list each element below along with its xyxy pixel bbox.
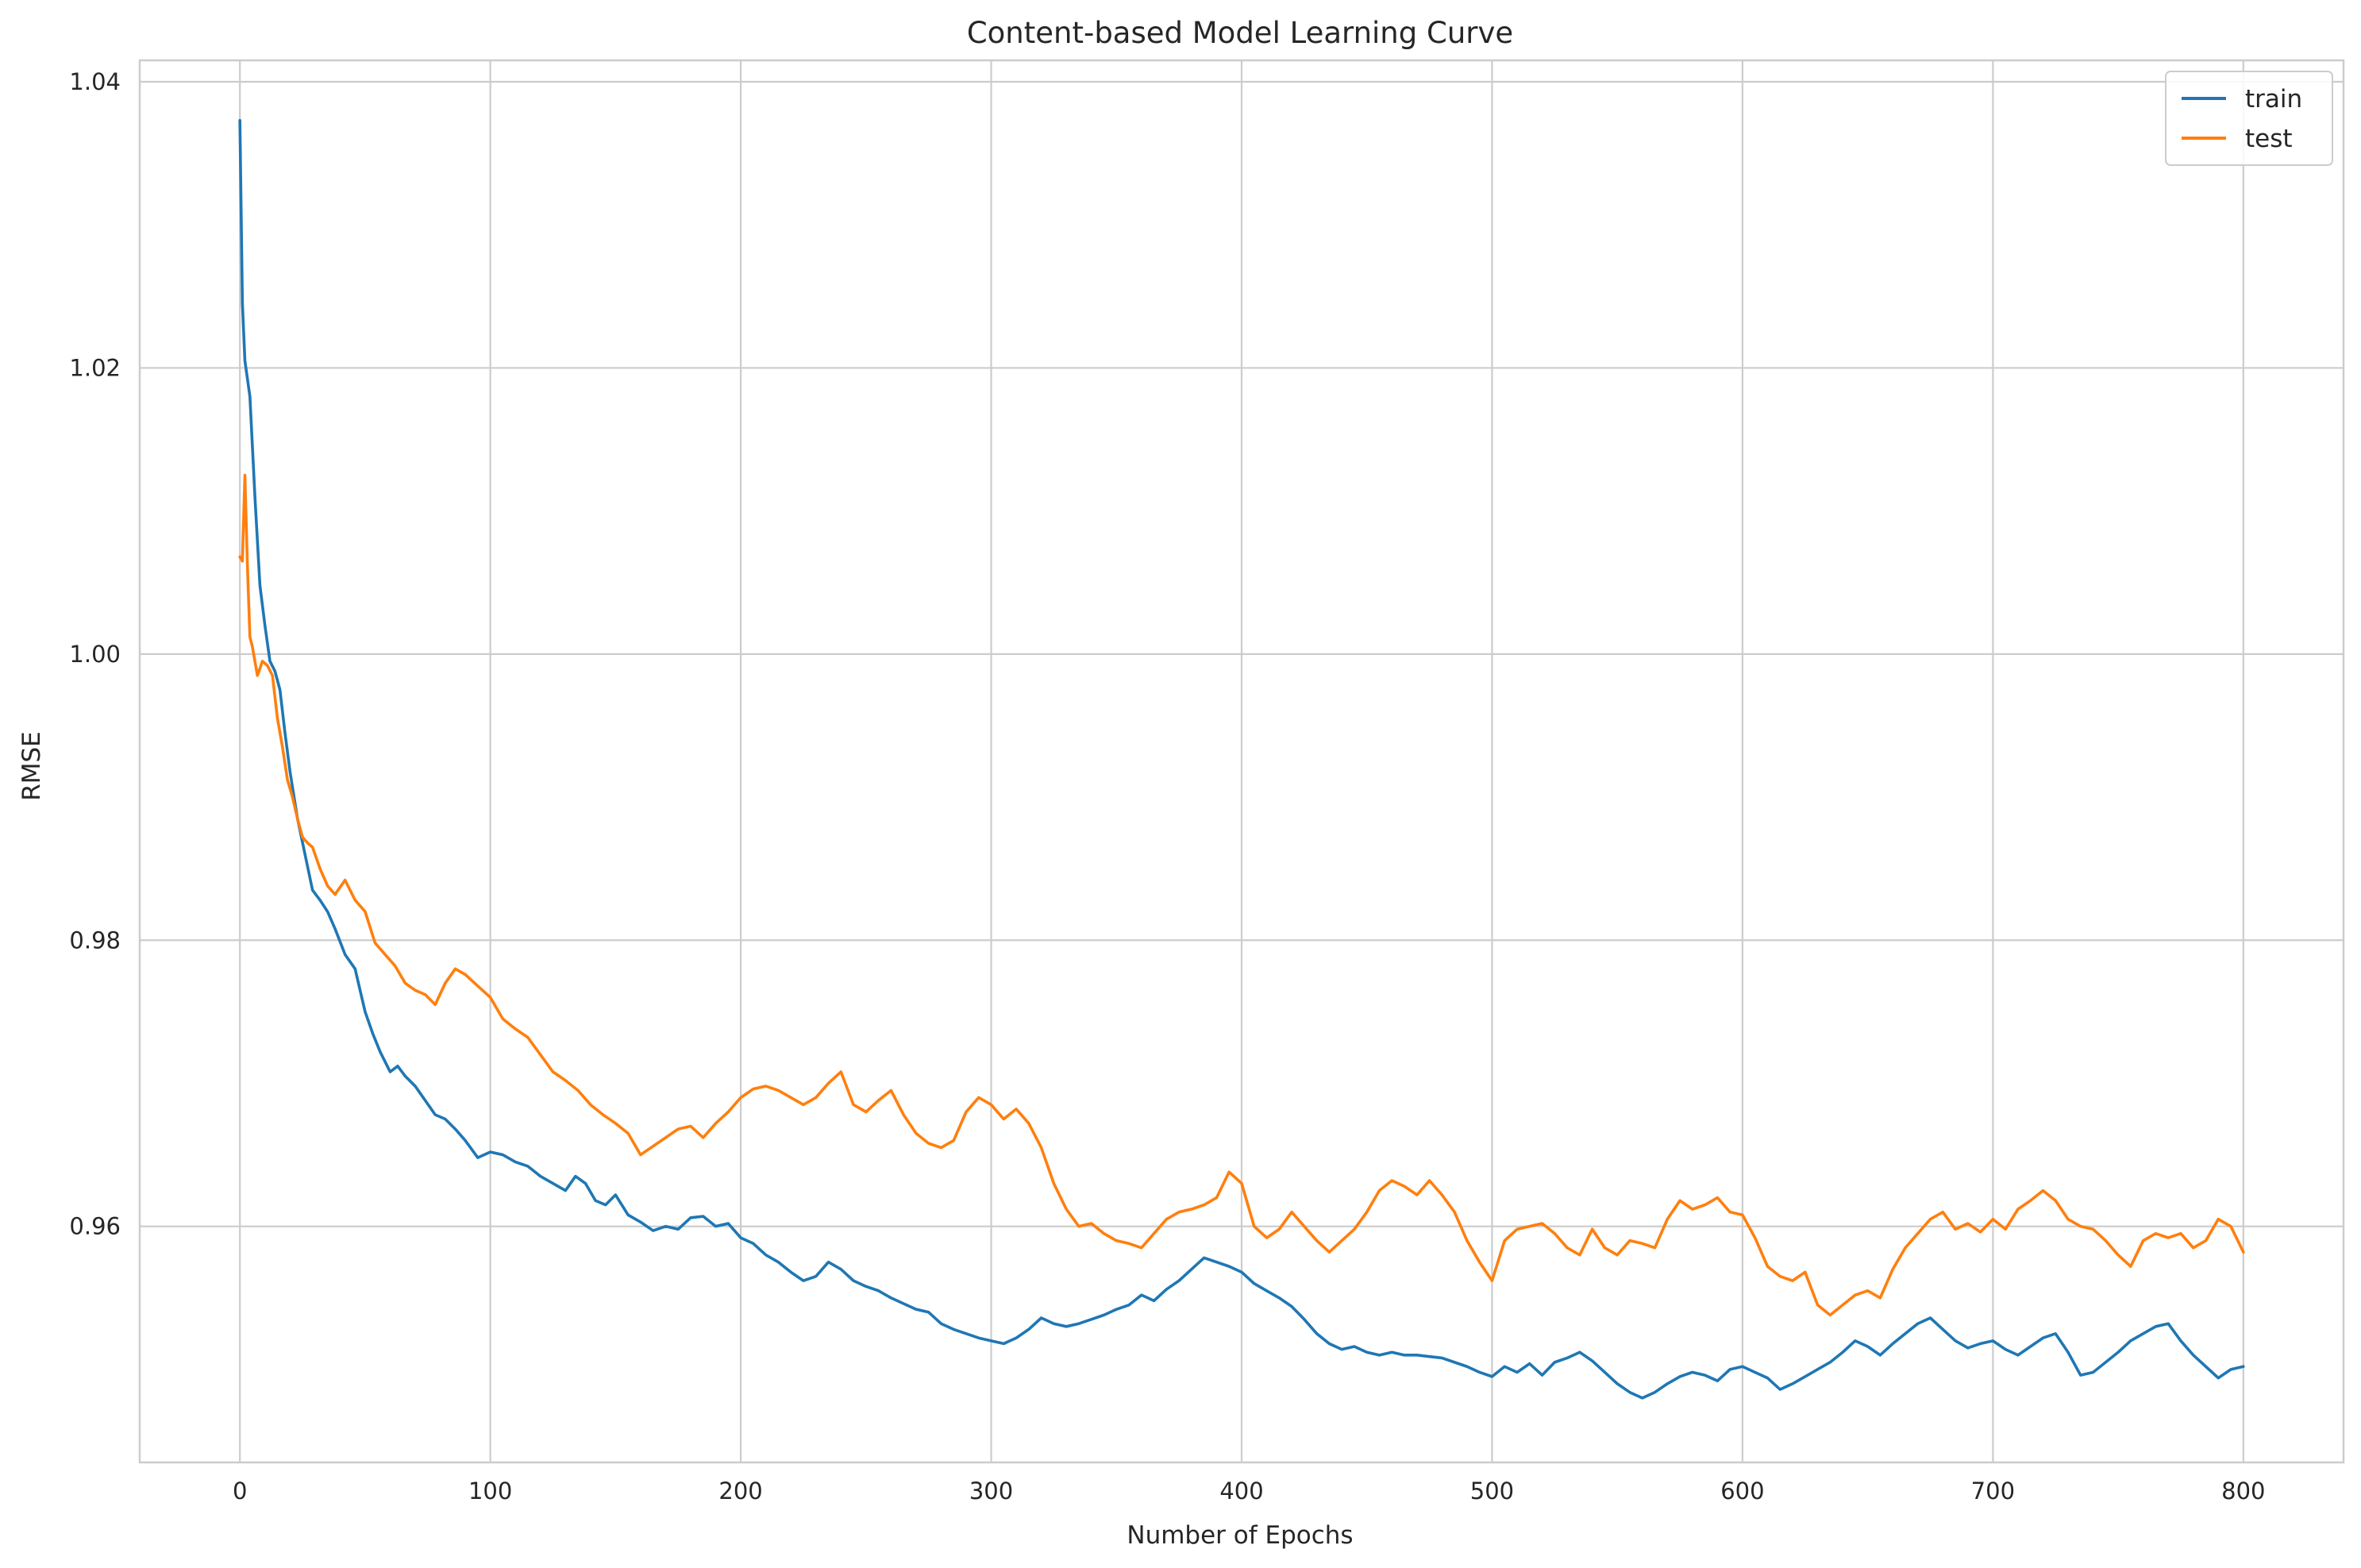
y-tick-label: 0.96 (69, 1213, 121, 1240)
x-tick-label: 0 (233, 1477, 247, 1504)
legend-box (2165, 71, 2333, 166)
x-tick-label: 800 (2221, 1477, 2265, 1504)
y-tick-label: 0.98 (69, 927, 121, 954)
legend-label-train: train (2245, 85, 2302, 114)
x-tick-label: 300 (969, 1477, 1013, 1504)
tick-labels: 0 100 200 300 400 500 600 700 800 0.96 0.98 1.00 1.0… (69, 68, 2265, 1504)
plot-frame (138, 59, 2345, 1464)
series-lines (238, 118, 2245, 1400)
y-tick-label: 1.04 (69, 68, 121, 95)
x-tick-label: 700 (1971, 1477, 2015, 1504)
x-tick-label: 400 (1219, 1477, 1263, 1504)
legend: train test (2165, 71, 2333, 166)
x-tick-label: 500 (1470, 1477, 1514, 1504)
y-axis-title: RMSE (17, 731, 46, 801)
x-tick-label: 100 (468, 1477, 512, 1504)
grid (140, 60, 2344, 1462)
y-tick-label: 1.00 (69, 641, 121, 668)
chart-title: Content-based Model Learning Curve (967, 16, 1513, 50)
x-axis-title: Number of Epochs (1127, 1521, 1353, 1550)
legend-label-test: test (2245, 125, 2293, 153)
x-tick-label: 200 (718, 1477, 762, 1504)
series-train-line (238, 118, 2245, 1400)
y-tick-label: 1.02 (69, 354, 121, 381)
x-tick-label: 600 (1720, 1477, 1764, 1504)
series-test-line (238, 473, 2245, 1317)
